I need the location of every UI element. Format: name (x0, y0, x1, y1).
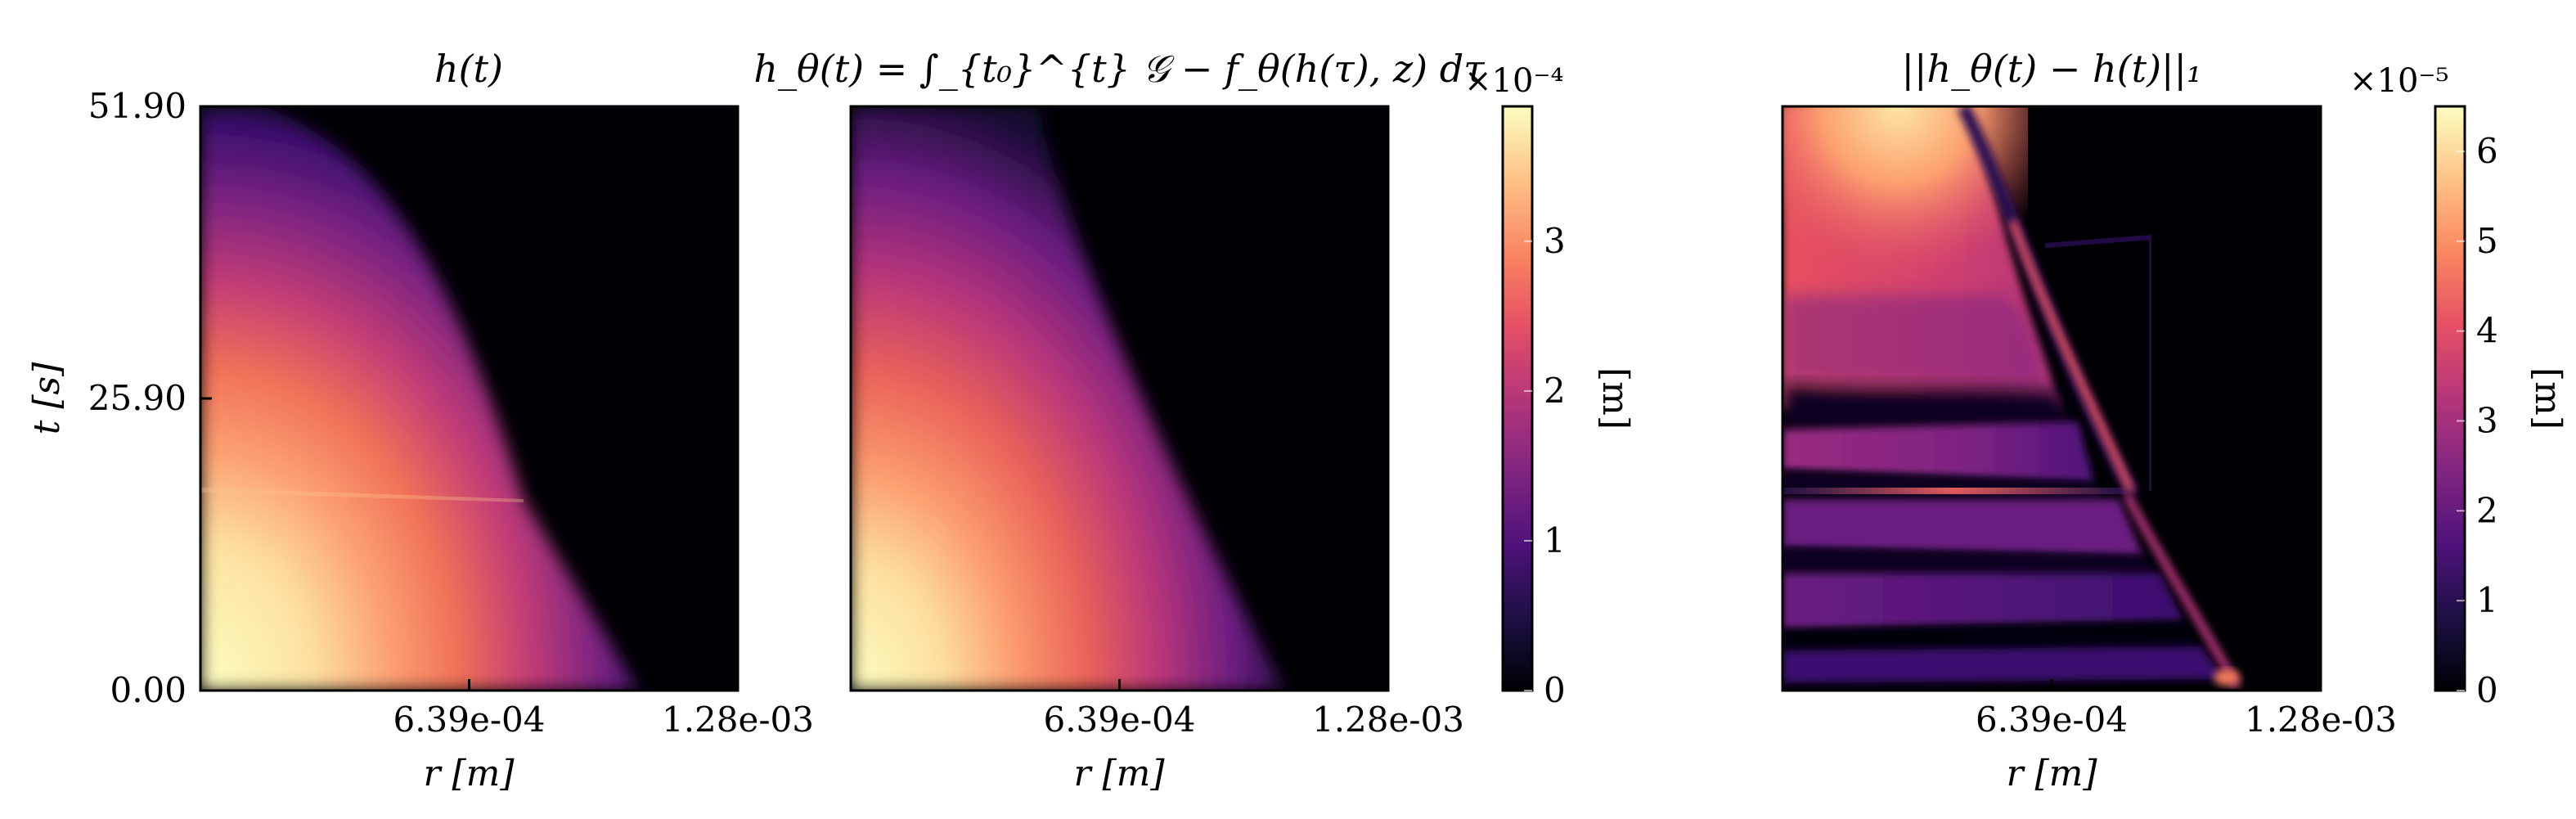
colorbar-tick-label: 2 (2476, 490, 2498, 530)
colorbar-tick-label: 1 (1544, 520, 1566, 560)
colorbar-1: 0 1 2 3 ×10⁻⁴ [m] (1464, 62, 1636, 710)
panel-3-x-ticks: 6.39e-04 1.28e-03 (1976, 679, 2397, 740)
panel-2-xlabel: r [m] (1073, 753, 1165, 794)
panel-3-xlabel: r [m] (2006, 753, 2097, 794)
x-tick-label: 6.39e-04 (1976, 700, 2128, 740)
colorbar-1-gradient (1503, 106, 1532, 691)
colorbar-tick-label: 3 (2476, 400, 2498, 440)
colorbar-2: 0 1 2 3 4 5 6 ×10⁻⁵ [m] (2349, 62, 2569, 710)
colorbar-1-ticks: 0 1 2 3 (1524, 221, 1566, 710)
x-tick-label: 1.28e-03 (2245, 700, 2397, 740)
x-tick-label: 6.39e-04 (393, 700, 545, 740)
y-tick-label: 0.00 (110, 670, 187, 710)
panel-1-heatmap (200, 106, 738, 691)
colorbar-1-multiplier: ×10⁻⁴ (1464, 62, 1564, 100)
colorbar-2-multiplier: ×10⁻⁵ (2349, 62, 2449, 100)
colorbar-2-gradient (2435, 106, 2465, 691)
panel-1-ylabel: t [s] (26, 362, 68, 434)
colorbar-tick-label: 6 (2476, 131, 2498, 171)
panel-2-heatmap (851, 106, 1388, 691)
panel-3: ||h_θ(t) − h(t)||₁ 6.39e-04 1.28e-03 r [m… (1781, 47, 2397, 794)
panel-1-title: h(t) (434, 47, 503, 91)
panel-2-title: h_θ(t) = ∫_{t₀}^{t} 𝒢 − f_θ(h(τ), z) dτ (753, 47, 1486, 91)
x-tick-label: 1.28e-03 (662, 700, 814, 740)
colorbar-tick-label: 5 (2476, 221, 2498, 261)
panel-3-title: ||h_θ(t) − h(t)||₁ (1902, 47, 2202, 91)
panel-1: h(t) 0.00 25.90 51.90 6.39e-04 1.28e-03 r [… (26, 47, 814, 794)
panel-1-y-ticks: 0.00 25.90 51.90 (88, 86, 212, 710)
colorbar-tick-label: 0 (1544, 670, 1566, 710)
panel-2-x-ticks: 6.39e-04 1.28e-03 (1043, 679, 1464, 740)
panel-3-heatmap (1783, 106, 2321, 691)
colorbar-2-ticks: 0 1 2 3 4 5 6 (2457, 131, 2498, 710)
colorbar-tick-label: 2 (1544, 371, 1566, 411)
colorbar-tick-label: 0 (2476, 670, 2498, 710)
panel-1-x-ticks: 6.39e-04 1.28e-03 (393, 679, 814, 740)
y-tick-label: 25.90 (88, 378, 187, 418)
colorbar-1-label: [m] (1594, 367, 1636, 430)
colorbar-2-frame (2434, 105, 2466, 692)
panel-2: h_θ(t) = ∫_{t₀}^{t} 𝒢 − f_θ(h(τ), z) dτ … (753, 47, 1486, 794)
x-tick-label: 1.28e-03 (1312, 700, 1464, 740)
colorbar-tick-label: 1 (2476, 580, 2498, 620)
y-tick-label: 51.90 (88, 86, 187, 126)
colorbar-tick-label: 4 (2476, 311, 2498, 351)
colorbar-2-label: [m] (2527, 367, 2569, 430)
panel-1-xlabel: r [m] (423, 753, 515, 794)
colorbar-tick-label: 3 (1544, 221, 1566, 261)
x-tick-label: 6.39e-04 (1043, 700, 1195, 740)
colorbar-1-frame (1501, 105, 1534, 692)
